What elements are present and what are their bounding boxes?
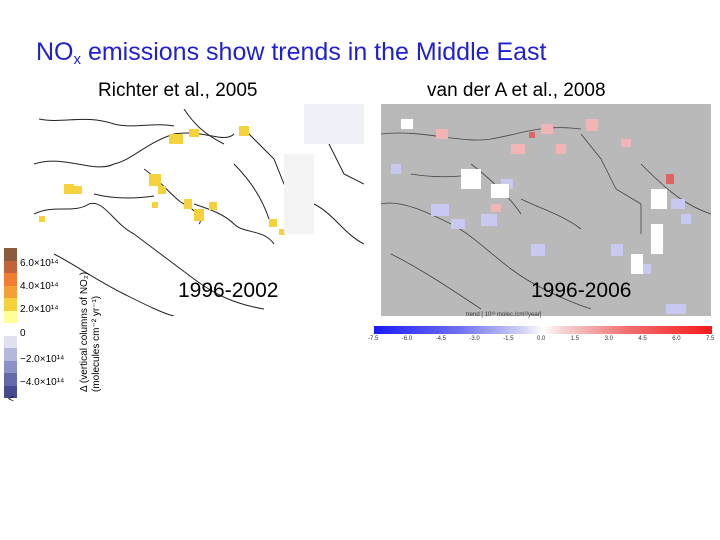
left-colorbar-label-line2: (molecules cm⁻² yr⁻¹): [91, 295, 102, 392]
right-colorbar-tick: 6.0: [672, 336, 681, 342]
left-colorbar-segment: [4, 335, 17, 348]
left-colorbar-segment: [4, 260, 17, 273]
left-colorbar-segment: [4, 348, 17, 361]
right-colorbar-tick: 1.5: [570, 336, 580, 342]
left-colorbar-tick: −4.0×10¹⁴: [20, 377, 65, 388]
left-colorbar: [4, 248, 17, 398]
right-colorbar-tick: -4.5: [435, 336, 446, 342]
left-colorbar-label: Δ (vertical columns of NO₂) (molecules c…: [79, 272, 103, 392]
left-colorbar-segment: [4, 360, 17, 373]
right-colorbar: [374, 326, 712, 334]
left-map-caption: Richter et al., 2005: [98, 80, 258, 101]
left-colorbar-segment: [4, 323, 17, 336]
left-colorbar-tick: <: [8, 394, 14, 405]
right-colorbar-tick: 7.5: [706, 336, 715, 342]
left-colorbar-segment: [4, 385, 17, 398]
right-colorbar-tick: -7.5: [368, 336, 379, 342]
right-trend-map: [381, 104, 711, 316]
right-colorbar-label: trend [ 10¹³ molec./cm²/year]: [466, 312, 542, 318]
left-colorbar-segment: [4, 285, 17, 298]
right-colorbar-tick: 0.0: [537, 336, 546, 342]
left-colorbar-tick: −2.0×10¹⁴: [20, 354, 65, 365]
left-colorbar-segment: [4, 373, 17, 386]
left-colorbar-tick: 4.0×10¹⁴: [20, 281, 59, 292]
left-colorbar-tick: 6.0×10¹⁴: [20, 258, 59, 269]
slide-title: NOx emissions show trends in the Middle …: [36, 38, 547, 68]
right-map-caption: van der A et al., 2008: [427, 80, 606, 101]
left-map-graphic: [34, 104, 364, 316]
left-colorbar-segment: [4, 248, 17, 261]
right-period-label: 1996-2006: [531, 279, 632, 302]
left-colorbar-tick: 0: [20, 328, 26, 339]
left-period-label: 1996-2002: [178, 279, 279, 302]
right-colorbar-tick: -6.0: [401, 336, 413, 342]
right-colorbar-tick: 3.0: [604, 336, 613, 342]
left-colorbar-segment: [4, 298, 17, 311]
right-colorbar-tick: 4.5: [638, 336, 647, 342]
right-colorbar-tick: -1.5: [503, 336, 514, 342]
left-colorbar-segment: [4, 273, 17, 286]
left-colorbar-segment: [4, 310, 17, 323]
left-colorbar-label-line1: Δ (vertical columns of NO₂): [79, 271, 90, 392]
right-map-graphic: [381, 104, 711, 316]
right-colorbar-tick: -3.0: [469, 336, 480, 342]
left-colorbar-tick: 2.0×10¹⁴: [20, 304, 59, 315]
left-trend-map: [34, 104, 364, 316]
